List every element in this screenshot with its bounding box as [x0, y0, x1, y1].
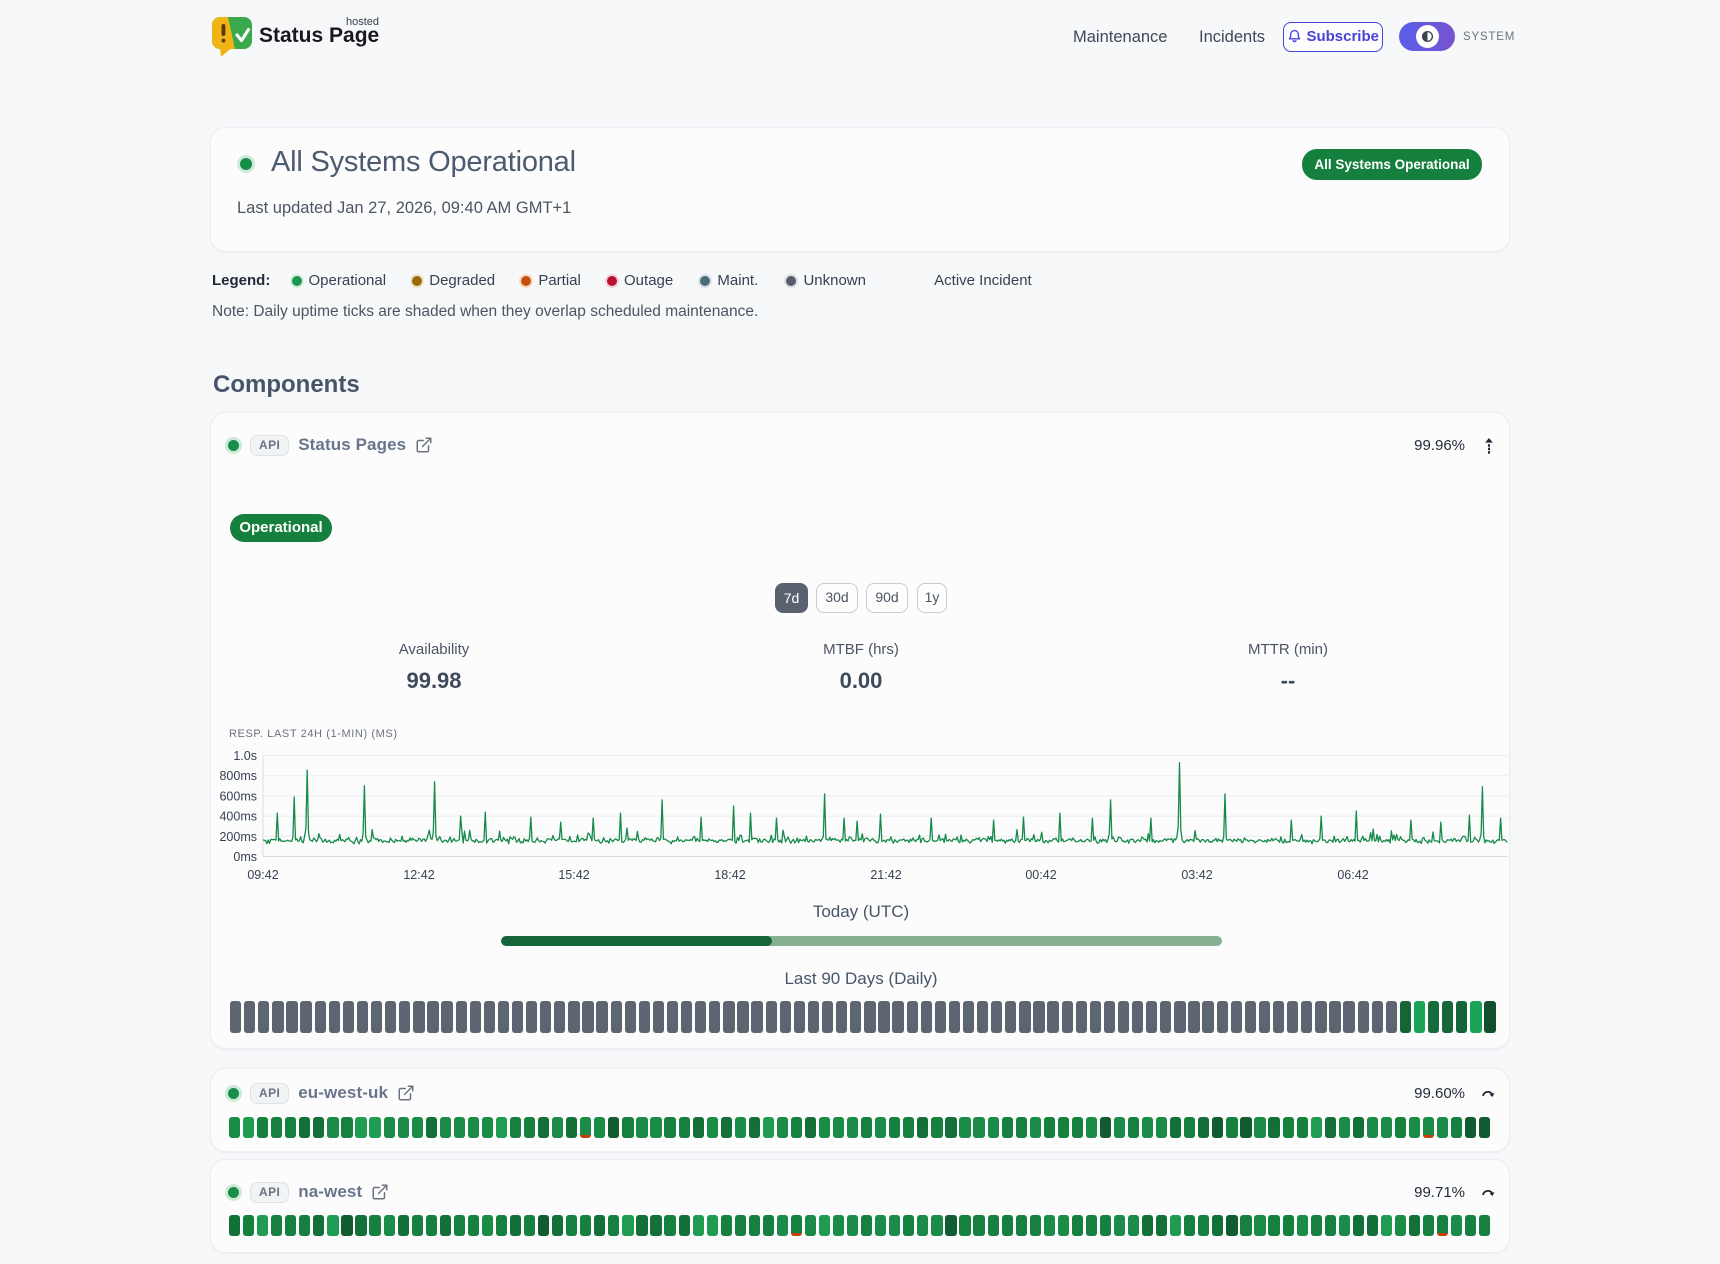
svg-text:15:42: 15:42	[558, 868, 589, 882]
svg-text:0ms: 0ms	[233, 850, 257, 864]
svg-text:1.0s: 1.0s	[233, 749, 257, 763]
svg-text:600ms: 600ms	[219, 789, 257, 803]
svg-text:00:42: 00:42	[1025, 868, 1056, 882]
svg-text:800ms: 800ms	[219, 769, 257, 783]
svg-text:200ms: 200ms	[219, 830, 257, 844]
svg-text:03:42: 03:42	[1181, 868, 1212, 882]
svg-text:21:42: 21:42	[870, 868, 901, 882]
svg-text:400ms: 400ms	[219, 810, 257, 824]
svg-text:09:42: 09:42	[247, 868, 278, 882]
svg-text:12:42: 12:42	[403, 868, 434, 882]
svg-text:18:42: 18:42	[714, 868, 745, 882]
svg-text:06:42: 06:42	[1337, 868, 1368, 882]
